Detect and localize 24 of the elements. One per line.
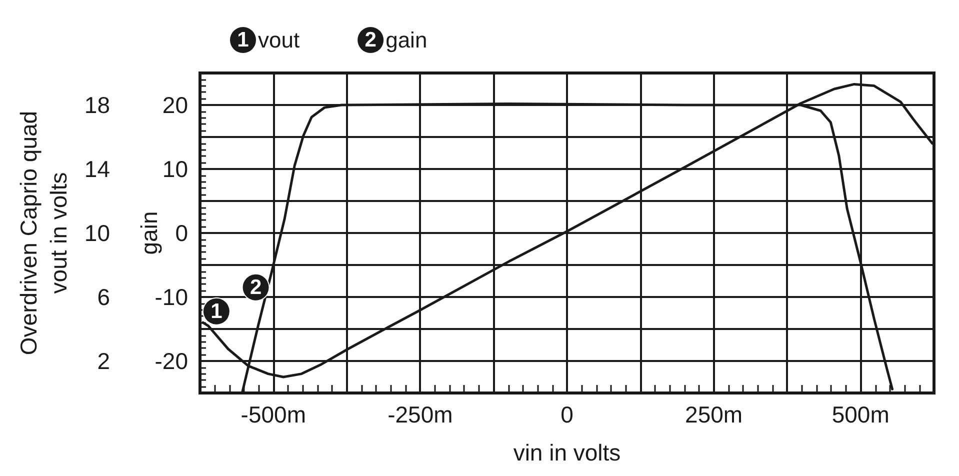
y2-tick-label: -10 — [154, 284, 188, 310]
y2-tick-label: 20 — [162, 92, 188, 118]
annotation: 2 — [250, 276, 262, 299]
y-tick-label: 10 — [84, 220, 110, 246]
x-tick-label: -250m — [388, 402, 453, 428]
annotation: 1 — [210, 300, 223, 323]
x-axis-title: vin in volts — [513, 440, 621, 466]
y2-axis-title: gain — [136, 211, 162, 255]
x-tick-label: 500m — [832, 402, 890, 428]
text: 2 — [364, 28, 376, 52]
legend-label: gain — [386, 28, 428, 52]
text: 1 — [237, 28, 249, 52]
y2-tick-label: -20 — [154, 348, 188, 374]
y-tick-label: 18 — [84, 92, 110, 118]
x-tick-label: 250m — [685, 402, 743, 428]
y2-tick-label: 0 — [175, 220, 188, 246]
y-tick-label: 2 — [97, 348, 110, 374]
x-tick-label: -500m — [240, 402, 306, 428]
y-tick-label: 6 — [97, 284, 110, 310]
x-tick-label: 0 — [560, 402, 574, 428]
y2-tick-label: 10 — [162, 156, 188, 182]
y-axis-title: Overdriven Caprio quad vout in volts — [16, 110, 72, 356]
legend-label: vout — [258, 28, 300, 52]
y-tick-label: 14 — [84, 156, 110, 182]
